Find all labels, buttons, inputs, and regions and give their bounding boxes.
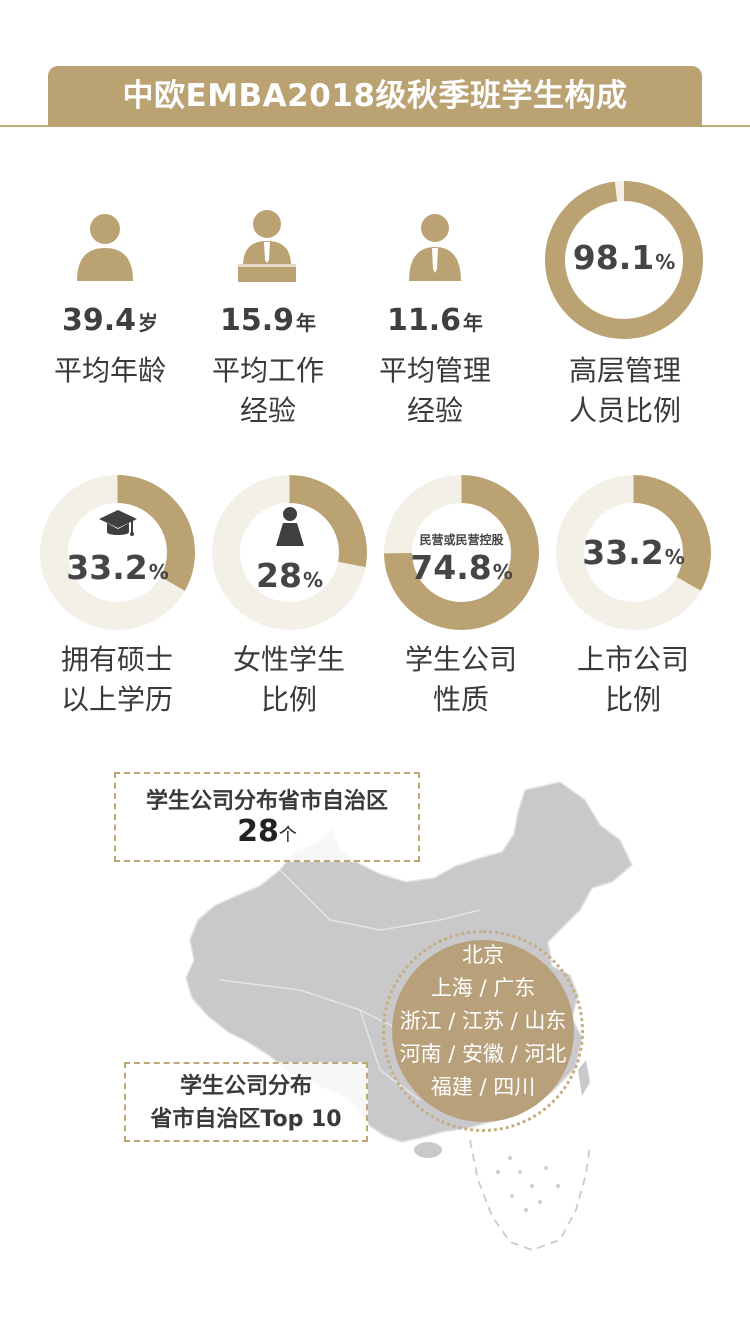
female-students-label-line-2: 比例 [260,683,317,716]
female-students-label: 女性学生 比例 [204,640,374,720]
page-title: 中欧EMBA2018级秋季班学生构成 [122,78,628,114]
senior-management-unit: % [655,250,676,274]
masters-degree-value: 33.2% [40,548,195,587]
provinces-count-value: 28个 [114,814,420,849]
company-nature-label-line-2: 性质 [432,683,489,716]
masters-degree-unit: % [148,560,169,584]
average-age-label: 平均年龄 [25,351,195,391]
masters-degree-label-line-2: 以上学历 [60,683,173,716]
top10-ring [382,930,584,1132]
top10-line-2: 上海 / 广东 [430,976,536,1000]
top10-callout-line-2: 省市自治区Top 10 [150,1107,342,1132]
company-nature-value: 74.8% [384,548,539,587]
person-at-desk-icon [238,210,296,282]
graduation-cap-icon [99,510,137,536]
donut-fill [384,475,539,630]
company-nature-number: 74.8 [410,548,492,587]
header-banner [48,66,702,127]
masters-degree-label: 拥有硕士 以上学历 [32,640,202,720]
average-age-unit: 岁 [138,311,159,335]
masters-degree-label-line-1: 拥有硕士 [60,643,173,676]
management-experience-value: 11.6 年 [355,303,515,338]
female-students-label-line-1: 女性学生 [232,643,345,676]
work-experience-unit: 年 [296,311,317,335]
work-experience-number: 15.9 [219,303,295,338]
female-students-number: 28 [256,556,302,595]
masters-degree-number: 33.2 [66,548,148,587]
senior-management-number: 98.1 [572,238,655,277]
listed-company-unit: % [664,545,685,569]
work-experience-label-line-1: 平均工作 [211,354,324,387]
top10-callout-line-1: 学生公司分布 [179,1074,312,1099]
top10-line-1: 北京 [462,943,504,967]
company-nature-unit: % [492,560,513,584]
taiwan-island [578,1060,590,1096]
company-nature-sub-label: 民营或民营控股 [419,533,504,547]
top10-callout [124,1062,368,1142]
islands-dots [496,1156,560,1212]
top10-list: 北京 上海 / 广东 浙江 / 江苏 / 山东 河南 / 安徽 / 河北 福建 … [378,939,588,1104]
donut-fill [545,181,703,339]
management-experience-label: 平均管理 经验 [350,351,520,431]
management-experience-label-line-1: 平均管理 [378,354,491,387]
senior-management-label: 高层管理 人员比例 [540,351,710,431]
person-with-tie-icon [409,214,461,281]
average-age-number: 39.4 [61,303,137,338]
donut-fill [212,475,367,630]
provinces-count-title: 学生公司分布省市自治区 [145,789,388,814]
top10-line-4: 河南 / 安徽 / 河北 [399,1042,567,1066]
listed-company-number: 33.2 [582,533,664,572]
female-students-value: 28% [212,556,367,595]
donut-fill [40,475,195,630]
provinces-count-number: 28 [237,814,279,849]
work-experience-label: 平均工作 经验 [183,351,353,431]
average-age-label-line: 平均年龄 [53,354,166,387]
top10-disc [392,940,574,1122]
listed-company-label-line-1: 上市公司 [576,643,689,676]
female-students-donut [212,475,367,630]
work-experience-label-line-2: 经验 [239,394,296,427]
south-china-sea-border [469,1139,591,1252]
listed-company-value: 33.2% [556,533,711,572]
listed-company-label-line-2: 比例 [604,683,661,716]
management-experience-unit: 年 [463,311,484,335]
masters-degree-donut [40,475,195,630]
person-icon [77,214,133,281]
average-age-value: 39.4 岁 [30,303,190,338]
top10-line-3: 浙江 / 江苏 / 山东 [399,1009,567,1033]
woman-icon [276,507,304,546]
senior-management-label-line-2: 人员比例 [568,394,681,427]
donut-fill [556,475,711,630]
female-students-unit: % [302,568,323,592]
work-experience-value: 15.9 年 [188,303,348,338]
management-experience-number: 11.6 [386,303,462,338]
management-experience-label-line-2: 经验 [406,394,463,427]
provinces-count-callout [114,772,420,862]
provinces-count-unit: 个 [278,825,297,846]
company-nature-label-line-1: 学生公司 [404,643,517,676]
listed-company-donut [556,475,711,630]
company-nature-label: 学生公司 性质 [376,640,546,720]
senior-management-donut [545,181,703,339]
hainan-island [414,1142,442,1158]
senior-management-label-line-1: 高层管理 [568,354,681,387]
listed-company-label: 上市公司 比例 [548,640,718,720]
company-nature-donut [384,475,539,630]
senior-management-value: 98.1% [545,238,703,277]
top10-line-5: 福建 / 四川 [430,1075,536,1099]
